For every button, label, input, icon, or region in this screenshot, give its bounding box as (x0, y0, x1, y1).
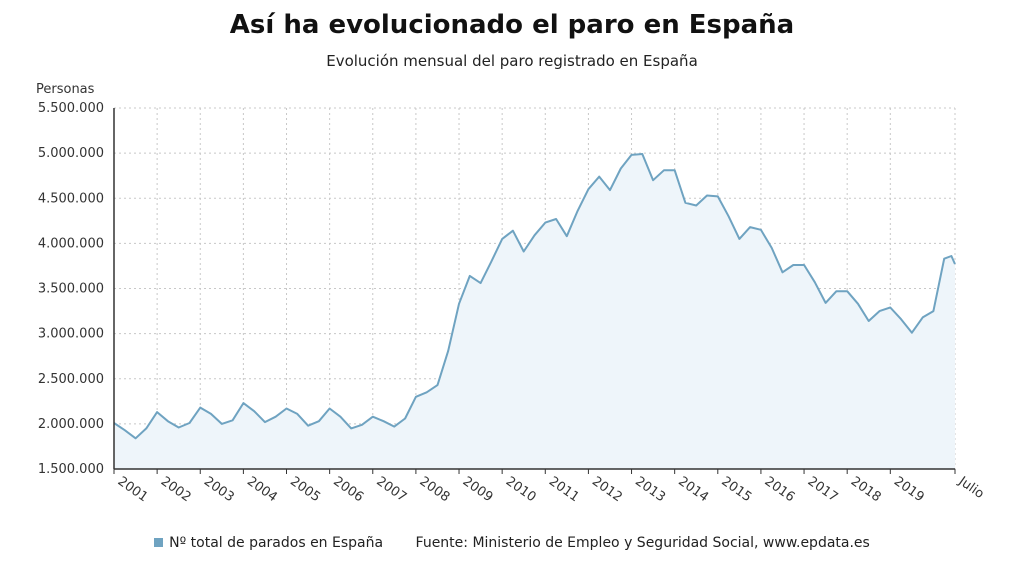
x-tick-label: 2017 (805, 474, 841, 505)
y-tick-label: 3.500.000 (38, 282, 104, 297)
y-tick-label: 3.000.000 (38, 327, 104, 342)
x-tick-label: 2001 (115, 474, 151, 505)
source-note: Fuente: Ministerio de Empleo y Seguridad… (415, 535, 870, 551)
y-tick-label: 4.500.000 (38, 191, 104, 206)
x-tick-label: 2019 (891, 474, 927, 505)
y-tick-label: 2.500.000 (38, 372, 104, 387)
y-tick-label: 2.000.000 (38, 417, 104, 432)
legend-item: Nº total de parados en España (154, 535, 383, 551)
x-tick-label: 2004 (244, 474, 280, 505)
x-tick-label: 2014 (675, 474, 711, 505)
series-line (113, 153, 956, 440)
x-tick-label: 2012 (589, 474, 625, 505)
legend-swatch (154, 537, 164, 547)
y-tick-label: 5.000.000 (38, 146, 104, 161)
legend: Nº total de parados en España Fuente: Mi… (0, 535, 1024, 551)
chart-subtitle: Evolución mensual del paro registrado en… (326, 52, 698, 70)
x-tick-label: 2008 (417, 474, 453, 505)
x-tick-label: 2013 (632, 474, 668, 505)
series-area-fill (114, 154, 955, 469)
x-tick-label: Julio (955, 473, 987, 502)
x-tick-label: 2003 (201, 474, 237, 505)
x-tick-label: 2009 (460, 474, 496, 505)
x-tick-label: 2016 (762, 474, 798, 505)
y-axis-label: Personas (36, 82, 95, 97)
x-tick-label: 2011 (546, 474, 582, 505)
x-tick-label: 2010 (503, 474, 539, 505)
y-tick-label: 1.500.000 (38, 462, 104, 477)
x-tick-label: 2018 (848, 474, 884, 505)
x-tick-label: 2007 (373, 474, 409, 505)
y-tick-label: 5.500.000 (38, 101, 104, 116)
x-tick-label: 2015 (719, 474, 755, 505)
y-tick-label: 4.000.000 (38, 236, 104, 251)
x-tick-label: 2006 (330, 474, 366, 505)
legend-label: Nº total de parados en España (169, 535, 384, 551)
x-tick-label: 2002 (158, 474, 194, 505)
chart-title: Así ha evolucionado el paro en España (229, 10, 795, 40)
x-tick-label: 2005 (287, 474, 323, 505)
